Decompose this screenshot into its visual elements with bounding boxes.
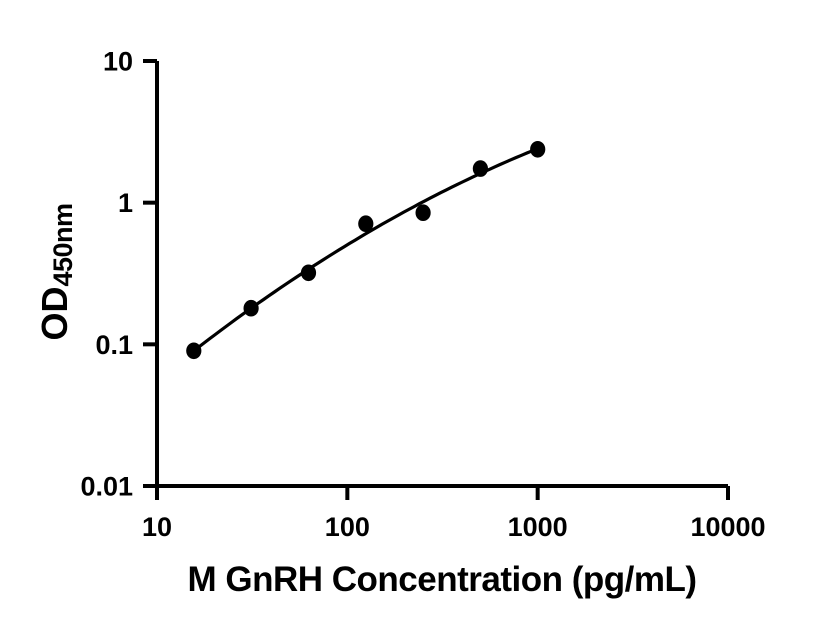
y-tick-label: 0.01	[80, 472, 133, 502]
data-point	[530, 141, 546, 158]
data-point	[186, 342, 202, 360]
x-tick-label: 10000	[690, 512, 765, 542]
data-point	[243, 299, 259, 317]
y-axis-title-main: OD	[34, 286, 76, 341]
x-tick-label: 1000	[508, 512, 568, 542]
data-point	[300, 264, 317, 282]
x-tick-label: 10	[142, 512, 172, 542]
y-axis-title-subscript: 450nm	[47, 203, 78, 287]
fit-curve	[192, 147, 540, 353]
data-point	[472, 160, 488, 177]
y-axis-title: OD450nm	[34, 203, 78, 341]
y-tick-label: 0.1	[95, 330, 133, 360]
axes	[155, 61, 728, 488]
data-point	[415, 204, 431, 221]
y-tick-label: 1	[118, 188, 133, 218]
x-tick-label: 100	[325, 512, 370, 542]
y-tick-label: 10	[103, 47, 133, 77]
data-point	[358, 215, 374, 232]
x-axis-title: M GnRH Concentration (pg/mL)	[187, 560, 697, 599]
